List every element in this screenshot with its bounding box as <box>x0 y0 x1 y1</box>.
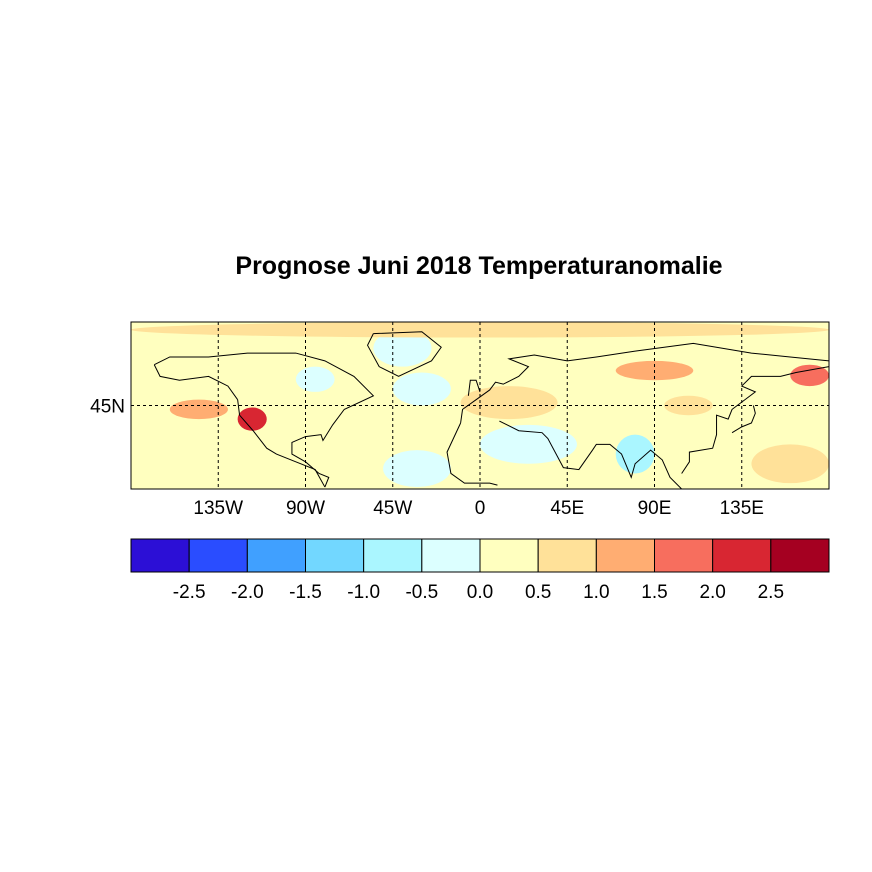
colorbar-label: -2.0 <box>231 582 264 603</box>
anomaly-region <box>237 407 267 431</box>
colorbar-label: 1.0 <box>583 582 609 603</box>
coastline <box>237 399 326 488</box>
colorbar-label: -0.5 <box>405 582 438 603</box>
colorbar-swatch <box>595 538 655 573</box>
colorbar-label: 2.0 <box>699 582 725 603</box>
anomaly-region <box>664 395 713 416</box>
map-frame <box>130 321 830 490</box>
y-tick-label: 45N <box>90 397 125 418</box>
colorbar: -2.5 -2.0 -1.5 -1.0 -0.5 0.0 0.5 1.0 1.5 2.0 2.5 <box>130 538 830 603</box>
x-tick-labels: 135W 90W 45W 0 45E 90E 135E <box>193 498 764 519</box>
coastline <box>499 420 682 489</box>
colorbar-swatch <box>479 538 539 573</box>
colorbar-label: 1.5 <box>641 582 667 603</box>
x-tick-label: 135W <box>193 498 243 519</box>
colorbar-swatch <box>130 538 190 573</box>
x-tick-label: 90W <box>286 498 325 519</box>
x-tick-label: 0 <box>475 498 486 519</box>
colorbar-label: 0.5 <box>525 582 551 603</box>
x-tick-label: 90E <box>638 498 672 519</box>
colorbar-label: -1.5 <box>289 582 322 603</box>
colorbar-swatch <box>188 538 248 573</box>
y-tick-labels: 45N <box>90 397 125 418</box>
colorbar-swatch <box>246 538 306 573</box>
anomaly-region <box>460 386 558 420</box>
anomaly-region <box>751 444 829 484</box>
colorbar-swatch <box>712 538 772 573</box>
colorbar-swatch <box>363 538 423 573</box>
x-tick-label: 45W <box>373 498 412 519</box>
colorbar-swatch <box>537 538 597 573</box>
anomaly-region <box>373 329 432 367</box>
coastline <box>467 379 481 396</box>
coastline <box>366 331 442 377</box>
anomaly-region <box>169 399 228 420</box>
coastline <box>446 422 498 486</box>
anomaly-region <box>383 450 451 488</box>
colorbar-swatch <box>770 538 830 573</box>
colorbar-label: -1.0 <box>347 582 380 603</box>
colorbar-swatch <box>305 538 365 573</box>
anomaly-region <box>295 366 335 392</box>
coastline <box>460 342 829 424</box>
coastline <box>153 364 239 400</box>
coastline <box>731 405 756 434</box>
gridlines <box>131 322 829 489</box>
colorbar-label: -2.5 <box>173 582 206 603</box>
x-tick-label: 135E <box>720 498 764 519</box>
anomaly-region <box>790 364 829 387</box>
x-tick-label: 45E <box>550 498 584 519</box>
colorbar-swatch <box>421 538 481 573</box>
colorbar-label: 0.0 <box>467 582 493 603</box>
anomaly-region <box>392 372 451 406</box>
colorbar-swatch <box>654 538 714 573</box>
coastline <box>681 366 829 474</box>
colorbar-label: 2.5 <box>758 582 784 603</box>
chart-title: Prognose Juni 2018 Temperaturanomalie <box>235 252 723 280</box>
anomaly-region <box>480 424 577 464</box>
